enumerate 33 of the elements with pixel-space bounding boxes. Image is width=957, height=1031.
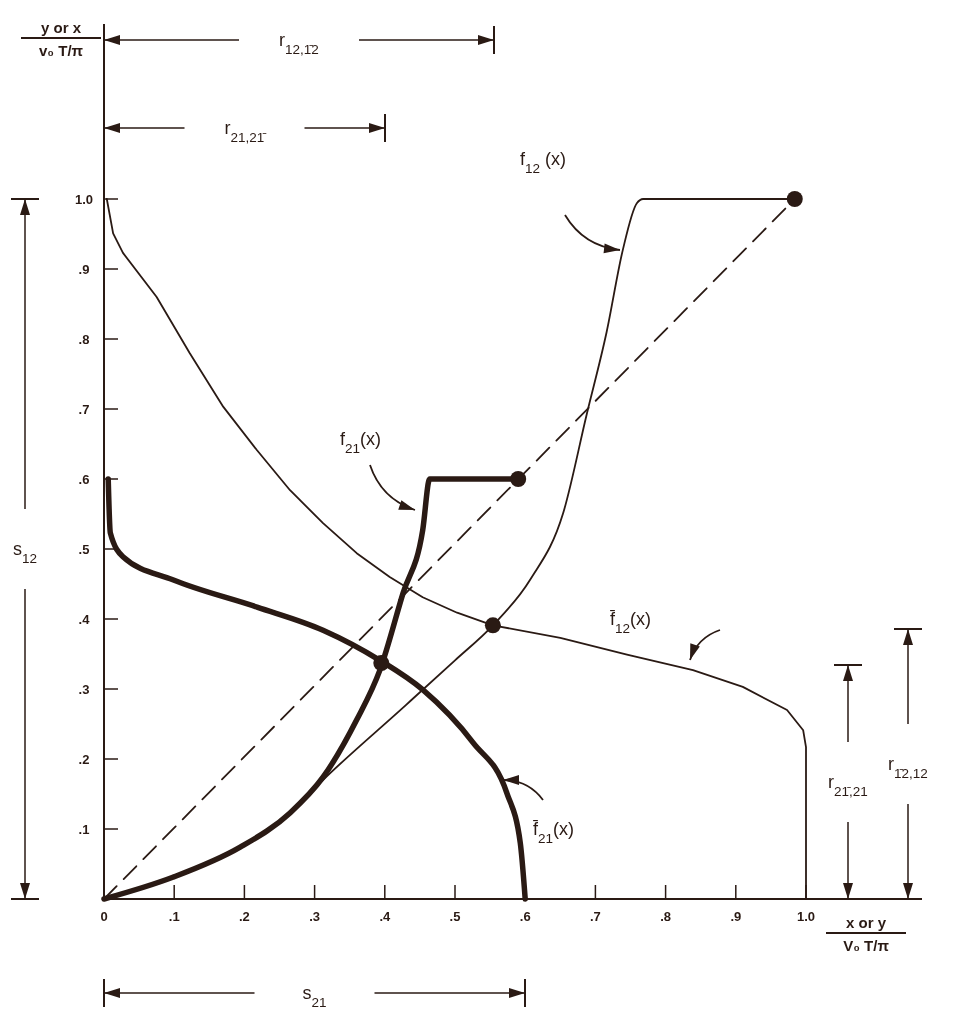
x-tick-label: .1 — [168, 909, 180, 924]
y-tick-label: .1 — [78, 822, 90, 837]
annotation: r$_{21̄,21}$ — [828, 772, 868, 799]
y-tick-label: .6 — [78, 472, 90, 487]
x-tick-label: .4 — [379, 909, 391, 924]
x-tick-label: .9 — [730, 909, 742, 924]
y-tick-label: .8 — [78, 332, 90, 347]
y-tick-label: .4 — [78, 612, 91, 627]
y-axis-title: y or x v₀ T/π — [38, 19, 84, 59]
x-tick-label: .8 — [660, 909, 672, 924]
annotation: f$_{12}$ (x) — [520, 149, 567, 176]
y-tick-label: .9 — [78, 262, 90, 277]
annotation: f$_{21}$(x) — [340, 429, 382, 456]
annotation: r$_{21,21̄}$ — [224, 118, 267, 145]
x-axis-title: x or y V₀ T/π — [843, 914, 890, 954]
annotation: r$_{12,1̄2}$ — [279, 30, 319, 57]
x-tick-label: 0 — [100, 909, 108, 924]
x-tick-label: 1.0 — [796, 909, 816, 924]
annotation: r$_{1̄2,12}$ — [888, 754, 928, 781]
y-tick-label: .7 — [78, 402, 90, 417]
text: s$_{12}$ — [12, 539, 38, 566]
x-tick-label: .5 — [449, 909, 461, 924]
annotation: f̄$_{21}$(x) — [532, 819, 575, 846]
y-tick-label: 1.0 — [74, 192, 94, 207]
annotation: f̄$_{12}$(x) — [609, 609, 652, 636]
y-tick-label: .2 — [78, 752, 90, 767]
y-tick-label: .5 — [78, 542, 90, 557]
x-tick-label: .2 — [238, 909, 250, 924]
y-tick-label: .3 — [78, 682, 90, 697]
text: s$_{21}$ — [302, 983, 327, 1010]
x-tick-label: .7 — [589, 909, 601, 924]
x-tick-label: .3 — [309, 909, 321, 924]
x-tick-label: .6 — [519, 909, 531, 924]
